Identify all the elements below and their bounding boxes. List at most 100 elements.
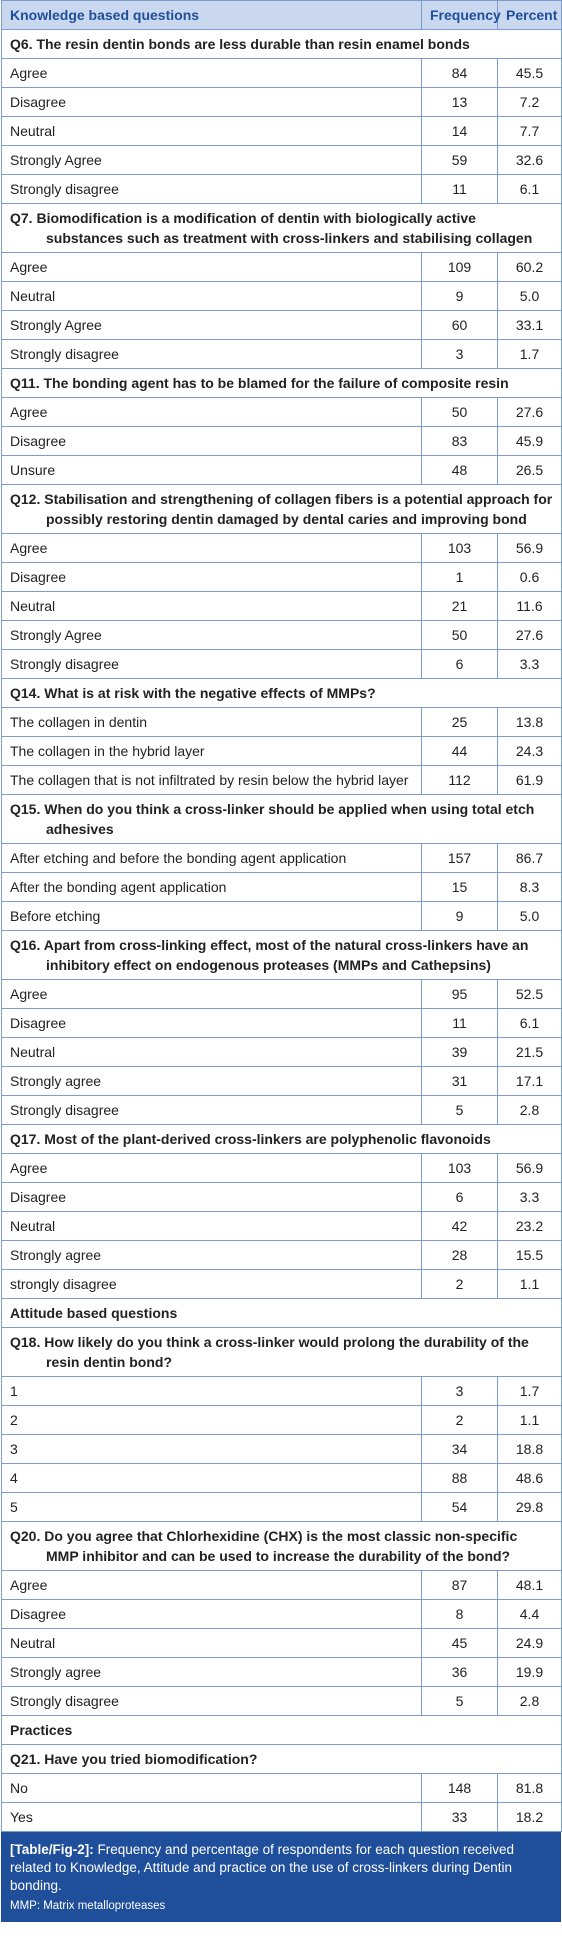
answer-row: After etching and before the bonding age… (1, 843, 562, 873)
question-row: Q21. Have you tried biomodification? (1, 1744, 562, 1774)
frequency-cell: 83 (421, 426, 498, 456)
answer-cell: Strongly agree (1, 1657, 422, 1687)
question-cell: Q18. How likely do you think a cross-lin… (1, 1327, 562, 1377)
percent-cell: 1.1 (497, 1405, 562, 1435)
frequency-cell: 50 (421, 620, 498, 650)
answer-row: Agree 103 56.9 (1, 1153, 562, 1183)
answer-cell: Neutral (1, 1628, 422, 1658)
answer-cell: The collagen in dentin (1, 707, 422, 737)
answer-cell: Agree (1, 58, 422, 88)
section-row: Practices (1, 1715, 562, 1745)
answer-row: The collagen in the hybrid layer 44 24.3 (1, 736, 562, 766)
question-cell: Q16. Apart from cross-linking effect, mo… (1, 930, 562, 980)
answer-cell: Agree (1, 533, 422, 563)
answer-row: Agree 103 56.9 (1, 533, 562, 563)
answer-row: strongly disagree 2 1.1 (1, 1269, 562, 1299)
answer-row: Unsure 48 26.5 (1, 455, 562, 485)
section-row: Attitude based questions (1, 1298, 562, 1328)
percent-cell: 5.0 (497, 901, 562, 931)
percent-cell: 1.7 (497, 339, 562, 369)
answer-row: Before etching 9 5.0 (1, 901, 562, 931)
answer-row: The collagen in dentin 25 13.8 (1, 707, 562, 737)
percent-cell: 33.1 (497, 310, 562, 340)
question-cell: Q11. The bonding agent has to be blamed … (1, 368, 562, 398)
question-cell: Q7. Biomodification is a modification of… (1, 203, 562, 253)
answer-row: Disagree 11 6.1 (1, 1008, 562, 1038)
frequency-cell: 45 (421, 1628, 498, 1658)
answer-cell: No (1, 1773, 422, 1803)
frequency-cell: 31 (421, 1066, 498, 1096)
answer-cell: Unsure (1, 455, 422, 485)
percent-cell: 61.9 (497, 765, 562, 795)
answer-row: Strongly disagree 6 3.3 (1, 649, 562, 679)
percent-cell: 24.9 (497, 1628, 562, 1658)
frequency-cell: 88 (421, 1463, 498, 1493)
frequency-cell: 13 (421, 87, 498, 117)
question-cell: Q14. What is at risk with the negative e… (1, 678, 562, 708)
frequency-cell: 157 (421, 843, 498, 873)
frequency-cell: 21 (421, 591, 498, 621)
caption-label: [Table/Fig-2]: (10, 1842, 94, 1857)
frequency-cell: 6 (421, 1182, 498, 1212)
frequency-cell: 148 (421, 1773, 498, 1803)
question-row: Q17. Most of the plant-derived cross-lin… (1, 1124, 562, 1154)
question-cell: Q15. When do you think a cross-linker sh… (1, 794, 562, 844)
answer-row: Agree 84 45.5 (1, 58, 562, 88)
frequency-cell: 54 (421, 1492, 498, 1522)
frequency-cell: 5 (421, 1095, 498, 1125)
percent-cell: 8.3 (497, 872, 562, 902)
frequency-cell: 25 (421, 707, 498, 737)
percent-cell: 81.8 (497, 1773, 562, 1803)
percent-cell: 23.2 (497, 1211, 562, 1241)
answer-row: Agree 109 60.2 (1, 252, 562, 282)
frequency-cell: 28 (421, 1240, 498, 1270)
caption: [Table/Fig-2]: Frequency and percentage … (1, 1832, 561, 1922)
percent-cell: 7.7 (497, 116, 562, 146)
percent-cell: 27.6 (497, 397, 562, 427)
percent-cell: 32.6 (497, 145, 562, 175)
answer-row: Disagree 83 45.9 (1, 426, 562, 456)
answer-row: Agree 87 48.1 (1, 1570, 562, 1600)
answer-row: After the bonding agent application 15 8.3 (1, 872, 562, 902)
answer-cell: Strongly Agree (1, 620, 422, 650)
frequency-cell: 11 (421, 1008, 498, 1038)
percent-cell: 56.9 (497, 1153, 562, 1183)
percent-cell: 26.5 (497, 455, 562, 485)
answer-cell: The collagen in the hybrid layer (1, 736, 422, 766)
header-cell: Frequency (421, 0, 501, 30)
answer-cell: Strongly disagree (1, 339, 422, 369)
frequency-cell: 87 (421, 1570, 498, 1600)
percent-cell: 17.1 (497, 1066, 562, 1096)
answer-row: Neutral 45 24.9 (1, 1628, 562, 1658)
answer-cell: Agree (1, 1153, 422, 1183)
answer-cell: 4 (1, 1463, 422, 1493)
answer-cell: Neutral (1, 1037, 422, 1067)
answer-row: Strongly disagree 5 2.8 (1, 1095, 562, 1125)
answer-row: Disagree 13 7.2 (1, 87, 562, 117)
frequency-cell: 103 (421, 1153, 498, 1183)
answer-cell: Neutral (1, 1211, 422, 1241)
answer-row: Strongly disagree 5 2.8 (1, 1686, 562, 1716)
answer-cell: Strongly Agree (1, 310, 422, 340)
table-body: Q6. The resin dentin bonds are less dura… (1, 29, 562, 1832)
question-row: Q15. When do you think a cross-linker sh… (1, 794, 562, 844)
answer-row: Yes 33 18.2 (1, 1802, 562, 1832)
answer-row: The collagen that is not infiltrated by … (1, 765, 562, 795)
percent-cell: 45.5 (497, 58, 562, 88)
answer-row: No 148 81.8 (1, 1773, 562, 1803)
question-cell: Q12. Stabilisation and strengthening of … (1, 484, 562, 534)
percent-cell: 13.8 (497, 707, 562, 737)
frequency-cell: 39 (421, 1037, 498, 1067)
answer-cell: Neutral (1, 281, 422, 311)
answer-cell: Strongly disagree (1, 649, 422, 679)
section-cell: Attitude based questions (1, 1298, 562, 1328)
answer-cell: Disagree (1, 1599, 422, 1629)
percent-cell: 18.2 (497, 1802, 562, 1832)
percent-cell: 18.8 (497, 1434, 562, 1464)
percent-cell: 29.8 (497, 1492, 562, 1522)
frequency-cell: 103 (421, 533, 498, 563)
frequency-cell: 3 (421, 1376, 498, 1406)
question-row: Q18. How likely do you think a cross-lin… (1, 1327, 562, 1377)
frequency-cell: 84 (421, 58, 498, 88)
question-row: Q7. Biomodification is a modification of… (1, 203, 562, 253)
